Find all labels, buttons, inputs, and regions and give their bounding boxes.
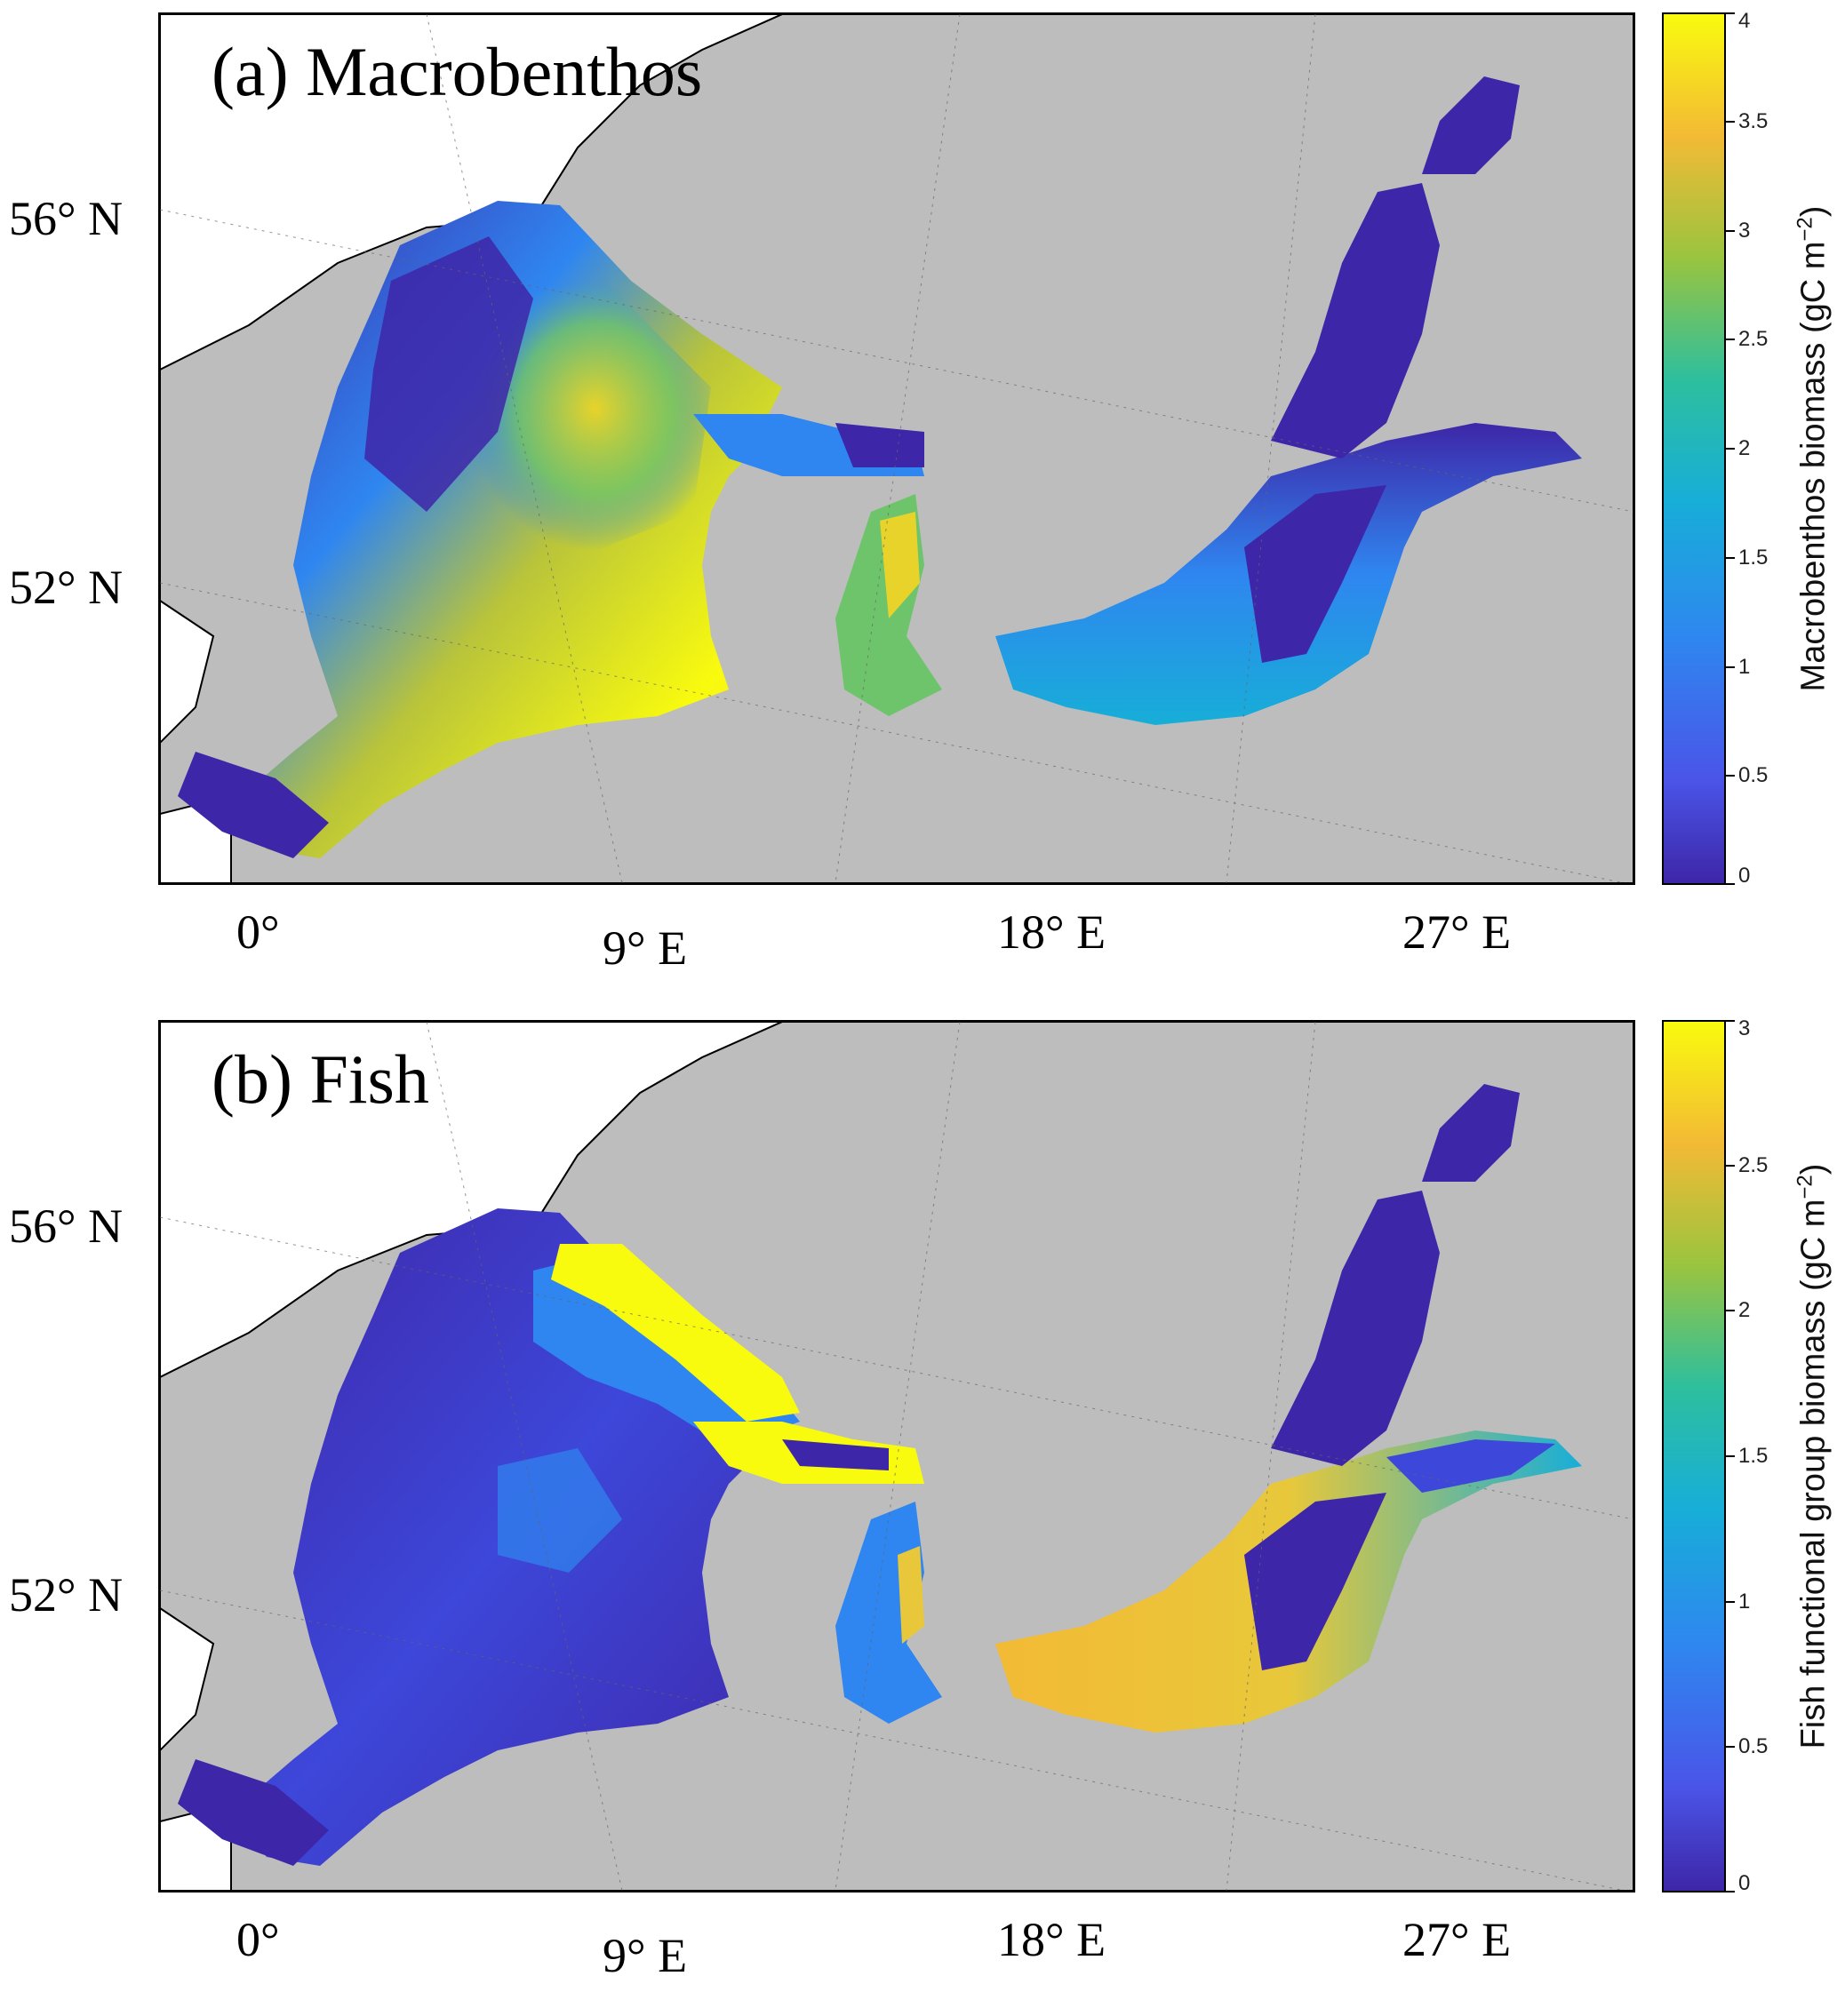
colorbar-tick: [1726, 229, 1735, 232]
lon-label-9e: 9° E: [603, 1929, 688, 1982]
channel-field: [178, 1759, 329, 1866]
baltic-field: [995, 76, 1582, 725]
panel-label: (b) Fish: [212, 1040, 429, 1118]
map-svg-a: [160, 14, 1633, 883]
lon-label-27e: 27° E: [1402, 1913, 1512, 1966]
lon-label-18e: 18° E: [997, 905, 1106, 959]
lon-label-18e: 18° E: [997, 1913, 1106, 1966]
colorbar-tick: [1726, 1164, 1735, 1167]
map-macrobenthos: [158, 12, 1635, 885]
colorbar-tick-label: 1.5: [1738, 1444, 1769, 1468]
colorbar-tick-label: 2: [1738, 1298, 1751, 1323]
colorbar-tick-label: 1: [1738, 1589, 1751, 1614]
channel-field: [178, 752, 329, 858]
lon-label-27e: 27° E: [1402, 905, 1512, 959]
baltic-field: [995, 1084, 1582, 1733]
colorbar-title: Macrobenthos biomass (gC m−2): [1793, 205, 1833, 692]
map-svg-b: [160, 1022, 1633, 1891]
panel-fish: (b) Fish 56° N 52° N 0° 9° E 18° E 27° E…: [0, 1008, 1837, 2016]
map-fish: [158, 1020, 1635, 1892]
colorbar-tick: [1726, 1020, 1735, 1022]
lon-label-0: 0°: [236, 1913, 280, 1966]
colorbar-tick-label: 2: [1738, 436, 1751, 460]
colorbar-tick-label: 1.5: [1738, 545, 1769, 570]
colorbar-tick-label: 4: [1738, 9, 1751, 33]
colorbar-tick: [1726, 120, 1735, 123]
colorbar-tick-label: 3: [1738, 218, 1751, 243]
colorbar-tick: [1726, 1310, 1735, 1312]
lat-label-52: 52° N: [9, 1568, 124, 1622]
colorbar-tick-label: 2.5: [1738, 1152, 1769, 1177]
colorbar-tick: [1726, 1600, 1735, 1603]
colorbar-tick-label: 2.5: [1738, 327, 1769, 352]
colorbar-tick-label: 3.5: [1738, 108, 1769, 133]
lat-label-52: 52° N: [9, 561, 124, 614]
colorbar-tick: [1726, 12, 1735, 14]
lon-label-9e: 9° E: [603, 921, 688, 975]
north-sea-field: [231, 201, 924, 858]
lat-label-56: 56° N: [9, 192, 124, 245]
colorbar-tick: [1726, 448, 1735, 450]
colorbar-macrobenthos: [1662, 12, 1726, 885]
colorbar-tick: [1726, 1746, 1735, 1749]
panel-label: (a) Macrobenthos: [212, 33, 703, 110]
colorbar-tick-label: 0.5: [1738, 763, 1769, 788]
colorbar-title: Fish functional group biomass (gC m−2): [1793, 1163, 1833, 1749]
lon-label-0: 0°: [236, 905, 280, 959]
colorbar-tick-label: 3: [1738, 1016, 1751, 1040]
colorbar-tick-label: 0: [1738, 1871, 1751, 1895]
colorbar-tick: [1726, 883, 1735, 885]
colorbar-tick-label: 0.5: [1738, 1734, 1769, 1759]
colorbar-tick-label: 0: [1738, 864, 1751, 888]
colorbar-tick: [1726, 665, 1735, 668]
panel-macrobenthos: (a) Macrobenthos 56° N 52° N 0° 9° E 18°…: [9, 9, 1833, 975]
colorbar-tick-label: 1: [1738, 654, 1751, 679]
colorbar-tick: [1726, 556, 1735, 559]
colorbar-tick: [1726, 1891, 1735, 1892]
colorbar-fish: [1662, 1020, 1726, 1892]
north-sea-field: [231, 1208, 924, 1866]
graticule: [160, 1022, 1633, 1891]
colorbar-tick: [1726, 1455, 1735, 1457]
lat-label-56: 56° N: [9, 1199, 124, 1253]
colorbar-tick: [1726, 339, 1735, 341]
colorbar-tick: [1726, 775, 1735, 777]
outer-ocean: [160, 14, 783, 883]
graticule: [160, 14, 1633, 883]
